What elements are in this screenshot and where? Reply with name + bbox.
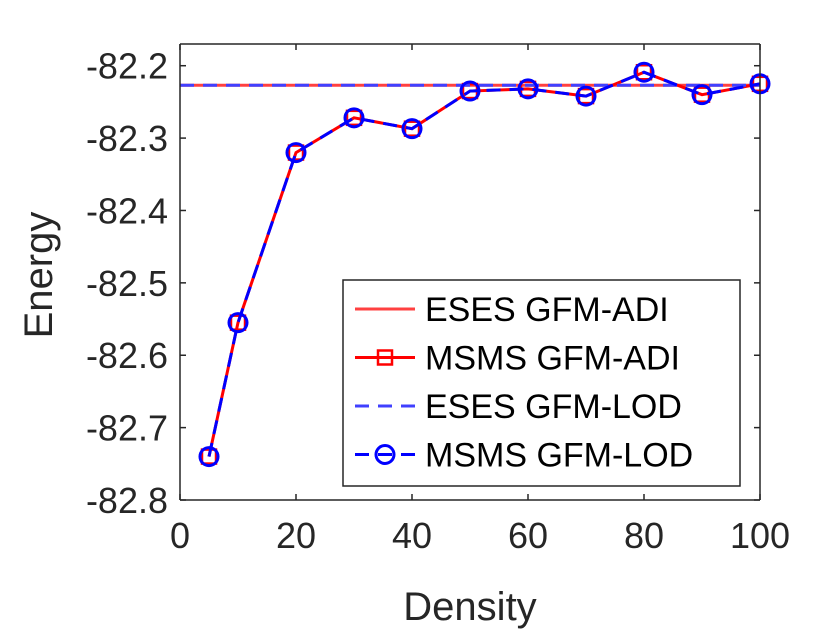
- y-tick-label: -82.3: [86, 118, 168, 159]
- data-point-circle: [343, 107, 365, 129]
- legend-entry: ESES GFM-LOD: [355, 388, 682, 426]
- legend-entry: MSMS GFM-LOD: [355, 437, 693, 475]
- y-tick-label: -82.5: [86, 263, 168, 304]
- data-point-square: [403, 120, 421, 137]
- legend-marker-circle: [374, 444, 396, 465]
- y-axis-label: Energy: [17, 212, 61, 339]
- data-point-circle: [517, 78, 539, 100]
- x-tick-label: 20: [276, 515, 316, 556]
- legend-marker-square: [376, 349, 394, 366]
- x-tick-label: 0: [170, 515, 190, 556]
- legend-label: ESES GFM-LOD: [425, 388, 682, 426]
- series-line-3: [207, 70, 761, 457]
- data-point-square: [287, 144, 305, 161]
- data-point-circle: [198, 446, 220, 468]
- x-axis-label: Density: [403, 585, 536, 629]
- data-point-circle: [227, 312, 249, 334]
- legend-box: [342, 279, 741, 487]
- legend-label: MSMS GFM-ADI: [425, 340, 680, 378]
- data-point-circle: [575, 85, 597, 107]
- x-tick-label: 60: [508, 515, 548, 556]
- legend-entry: MSMS GFM-ADI: [355, 340, 680, 378]
- data-point-circle: [633, 61, 655, 83]
- series-3: [198, 61, 771, 468]
- legend: ESES GFM-ADI MSMS GFM-ADI ESES GFM-LOD MSMS…: [342, 279, 741, 487]
- data-point-circle: [285, 142, 307, 164]
- legend-label: MSMS GFM-LOD: [425, 437, 693, 475]
- x-tick-label: 40: [392, 515, 432, 556]
- y-tick-label: -82.8: [86, 480, 168, 521]
- data-point-square: [229, 314, 247, 331]
- y-tick-label: -82.6: [86, 335, 168, 376]
- x-tick-label: 80: [624, 515, 664, 556]
- data-point-circle: [691, 84, 713, 106]
- y-tick-label: -82.2: [86, 46, 168, 87]
- legend-label: ESES GFM-ADI: [425, 291, 669, 329]
- data-point-square: [635, 63, 653, 81]
- legend-entry: ESES GFM-ADI: [355, 291, 669, 329]
- y-tick-label: -82.7: [86, 408, 168, 449]
- axes: [179, 43, 761, 501]
- series-layer: [180, 61, 771, 468]
- x-tick-label: 100: [730, 515, 790, 556]
- data-point-circle: [401, 118, 423, 140]
- y-tick-label: -82.4: [86, 190, 168, 231]
- data-point-circle: [459, 80, 481, 102]
- tick-labels: 0 20 40 60 80 100 -82.8 -82.7 -82.6 -82.5 -82.4 -82…: [86, 44, 790, 556]
